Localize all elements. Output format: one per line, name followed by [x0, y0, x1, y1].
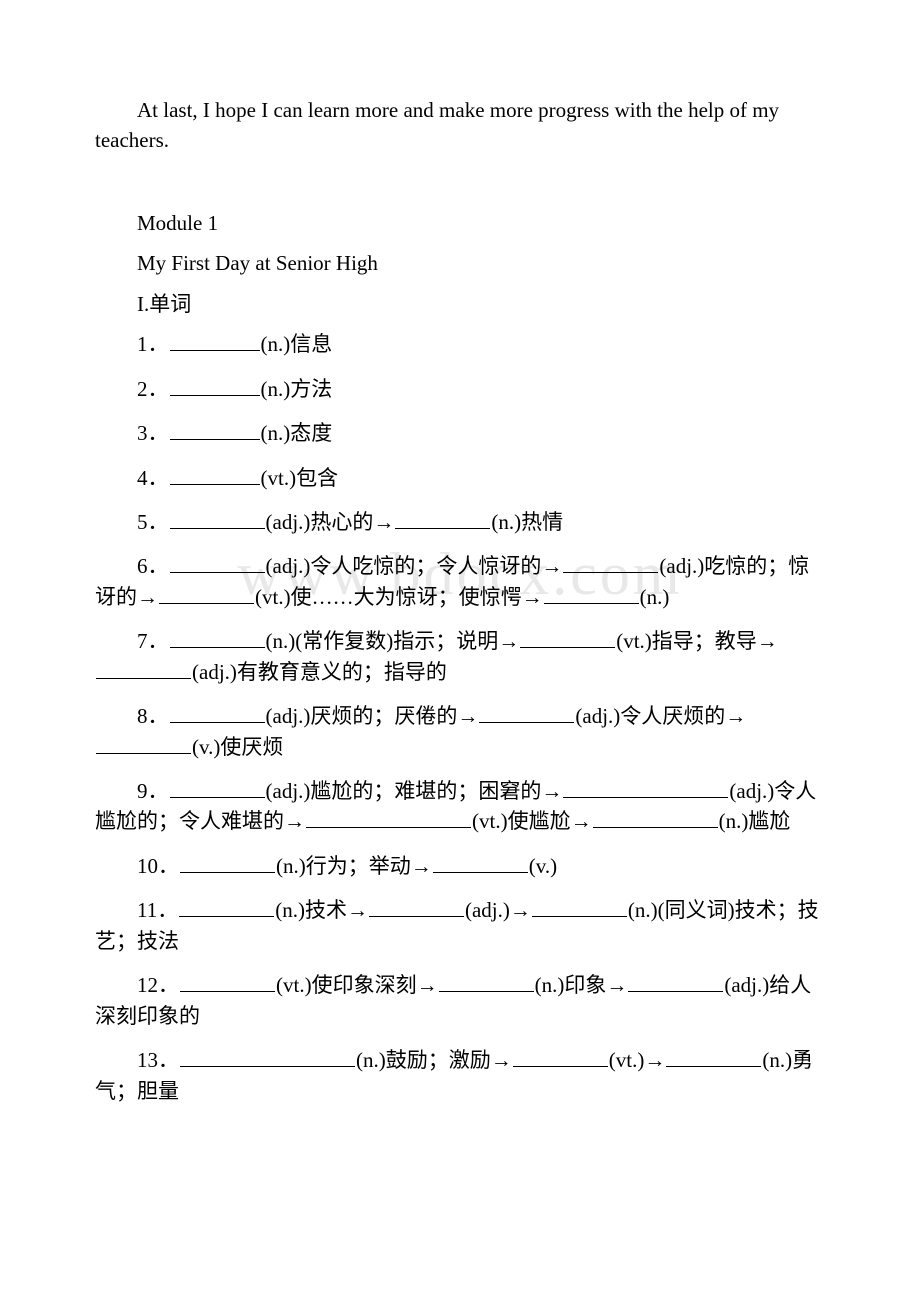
item-text: (n.)印象→ — [535, 973, 628, 997]
vocab-item-6: 6．(adj.)令人吃惊的；令人惊讶的→(adj.)吃惊的；惊讶的→(vt.)使… — [95, 551, 825, 612]
item-text: (vt.)使……大为惊讶；使惊愕→ — [255, 585, 543, 609]
item-number: 5． — [137, 510, 169, 534]
item-number: 7． — [137, 629, 169, 653]
vocab-item-13: 13．(n.)鼓励；激励→(vt.)→(n.)勇气；胆量 — [95, 1045, 825, 1106]
item-text: (n.)(常作复数)指示；说明→ — [266, 629, 520, 653]
section-label: I.单词 — [95, 289, 825, 319]
fill-blank — [593, 807, 718, 828]
fill-blank — [369, 896, 464, 917]
fill-blank — [433, 852, 528, 873]
item-text: (vt.)指导；教导→ — [616, 629, 778, 653]
item-text: (adj.)尴尬的；难堪的；困窘的→ — [266, 779, 563, 803]
fill-blank — [395, 508, 490, 529]
item-text: (n.)热情 — [491, 510, 563, 534]
item-text: (n.)行为；举动→ — [276, 854, 432, 878]
item-number: 11． — [137, 898, 178, 922]
fill-blank — [180, 852, 275, 873]
item-number: 9． — [137, 779, 169, 803]
fill-blank — [479, 702, 574, 723]
item-text: (vt.)使印象深刻→ — [276, 973, 438, 997]
item-number: 2． — [137, 377, 169, 401]
fill-blank — [513, 1046, 608, 1067]
fill-blank — [628, 971, 723, 992]
item-number: 1． — [137, 332, 169, 356]
vocab-item-9: 9．(adj.)尴尬的；难堪的；困窘的→(adj.)令人尴尬的；令人难堪的→(v… — [95, 776, 825, 837]
item-text: (adj.)→ — [465, 898, 531, 922]
fill-blank — [520, 627, 615, 648]
item-text: (v.) — [529, 854, 557, 878]
item-number: 13． — [137, 1048, 179, 1072]
fill-blank — [563, 552, 658, 573]
item-number: 12． — [137, 973, 179, 997]
fill-blank — [179, 896, 274, 917]
vocab-item-2: 2． (n.)方法 — [95, 374, 825, 404]
item-text: (n.)态度 — [261, 421, 333, 445]
fill-blank — [170, 552, 265, 573]
fill-blank — [180, 971, 275, 992]
module-title: My First Day at Senior High — [95, 248, 825, 278]
vocab-item-4: 4． (vt.)包含 — [95, 463, 825, 493]
item-text: (adj.)令人厌烦的→ — [575, 704, 746, 728]
intro-paragraph: At last, I hope I can learn more and mak… — [95, 95, 825, 156]
item-text: (n.)信息 — [261, 332, 333, 356]
fill-blank — [170, 627, 265, 648]
fill-blank — [96, 658, 191, 679]
fill-blank — [96, 733, 191, 754]
fill-blank — [544, 583, 639, 604]
vocab-item-1: 1． (n.)信息 — [95, 329, 825, 359]
vocab-item-7: 7． (n.)(常作复数)指示；说明→ (vt.)指导；教导→ (adj.)有教育意义… — [95, 626, 825, 687]
fill-blank — [666, 1046, 761, 1067]
fill-blank — [170, 330, 260, 351]
item-text: (n.)技术→ — [275, 898, 368, 922]
fill-blank — [170, 702, 265, 723]
item-text: (vt.)→ — [609, 1048, 666, 1072]
vocab-item-3: 3． (n.)态度 — [95, 418, 825, 448]
item-number: 3． — [137, 421, 169, 445]
fill-blank — [439, 971, 534, 992]
item-text: (n.)方法 — [261, 377, 333, 401]
item-text: (n.)鼓励；激励→ — [356, 1048, 512, 1072]
item-text: (adj.)厌烦的；厌倦的→ — [266, 704, 479, 728]
vocab-item-10: 10． (n.)行为；举动→ (v.) — [95, 851, 825, 881]
vocab-item-11: 11．(n.)技术→(adj.)→(n.)(同义词)技术；技艺；技法 — [95, 895, 825, 956]
item-text: (adj.)热心的→ — [266, 510, 395, 534]
fill-blank — [170, 777, 265, 798]
module-label: Module 1 — [95, 208, 825, 238]
fill-blank — [170, 419, 260, 440]
item-number: 8． — [137, 704, 169, 728]
item-number: 10． — [137, 854, 179, 878]
item-text: (vt.)使尴尬→ — [472, 809, 592, 833]
fill-blank — [563, 777, 728, 798]
fill-blank — [180, 1046, 355, 1067]
vocab-item-5: 5． (adj.)热心的→ (n.)热情 — [95, 507, 825, 537]
fill-blank — [159, 583, 254, 604]
item-number: 4． — [137, 466, 169, 490]
vocab-item-12: 12．(vt.)使印象深刻→(n.)印象→(adj.)给人深刻印象的 — [95, 970, 825, 1031]
item-text: (n.)尴尬 — [719, 809, 791, 833]
item-number: 6． — [137, 554, 169, 578]
item-text: (v.)使厌烦 — [192, 735, 283, 759]
fill-blank — [170, 464, 260, 485]
fill-blank — [170, 375, 260, 396]
document-content: At last, I hope I can learn more and mak… — [95, 95, 825, 1106]
fill-blank — [170, 508, 265, 529]
item-text: (n.) — [640, 585, 670, 609]
fill-blank — [306, 807, 471, 828]
item-text: (adj.)令人吃惊的；令人惊讶的→ — [266, 554, 563, 578]
vocab-item-8: 8． (adj.)厌烦的；厌倦的→ (adj.)令人厌烦的→ (v.)使厌烦 — [95, 701, 825, 762]
item-text: (adj.)有教育意义的；指导的 — [192, 660, 447, 684]
item-text: (vt.)包含 — [261, 466, 339, 490]
fill-blank — [532, 896, 627, 917]
